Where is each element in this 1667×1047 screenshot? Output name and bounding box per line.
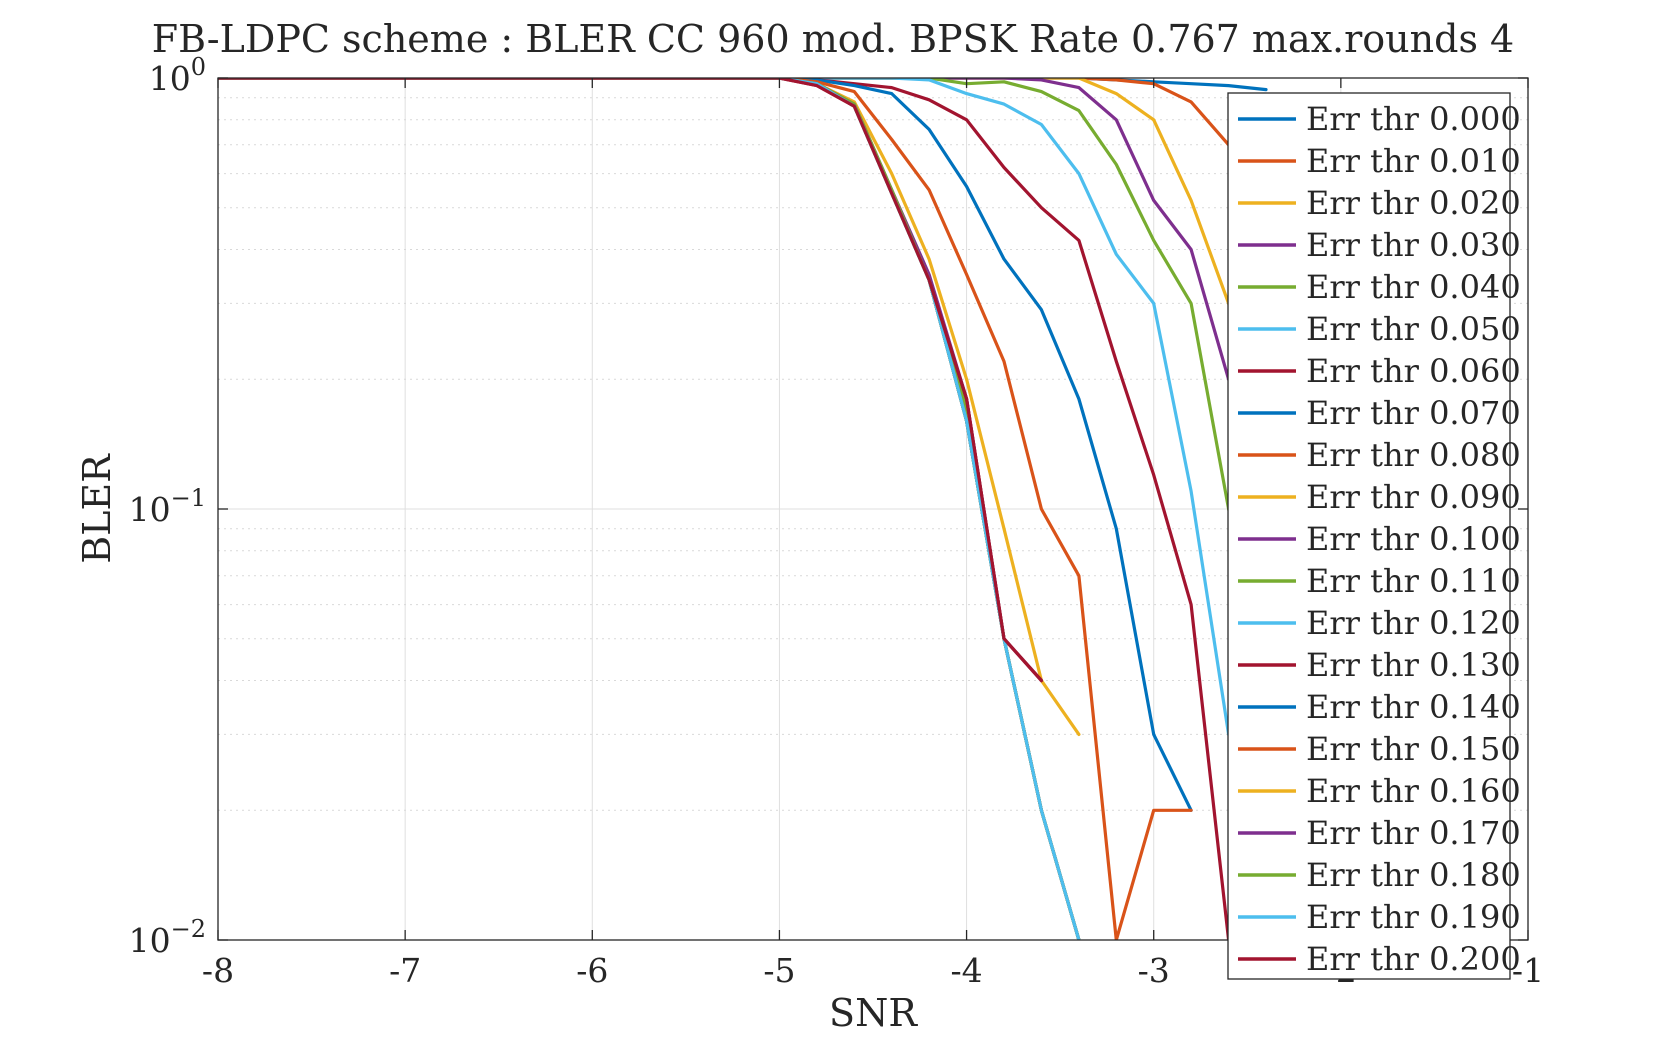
y-tick-label: 10−2 bbox=[129, 915, 206, 960]
series-line-9 bbox=[218, 78, 1081, 736]
legend-label-7: Err thr 0.070 bbox=[1306, 394, 1521, 432]
y-axis-ticks: 100 10−1 10−2 bbox=[129, 53, 1528, 960]
x-tick-label: -8 bbox=[202, 951, 234, 990]
x-tick-label: -7 bbox=[389, 951, 421, 990]
legend-label-10: Err thr 0.100 bbox=[1306, 520, 1521, 558]
x-tick-label: -5 bbox=[763, 951, 795, 990]
legend-label-0: Err thr 0.000 bbox=[1306, 100, 1521, 138]
x-axis-label: SNR bbox=[829, 991, 918, 1035]
x-tick-label: -1 bbox=[1512, 951, 1544, 990]
legend-label-9: Err thr 0.090 bbox=[1306, 478, 1521, 516]
legend-label-19: Err thr 0.190 bbox=[1306, 898, 1521, 936]
x-tick-label: -6 bbox=[576, 951, 608, 990]
legend-label-5: Err thr 0.050 bbox=[1306, 310, 1521, 348]
legend-label-14: Err thr 0.140 bbox=[1306, 688, 1521, 726]
legend-label-11: Err thr 0.110 bbox=[1306, 562, 1521, 600]
legend-label-12: Err thr 0.120 bbox=[1306, 604, 1521, 642]
x-tick-label: -4 bbox=[950, 951, 982, 990]
chart-title: FB-LDPC scheme : BLER CC 960 mod. BPSK R… bbox=[152, 17, 1514, 61]
series-line-2 bbox=[218, 78, 1268, 435]
legend: Err thr 0.000 Err thr 0.010 Err thr 0.020 E… bbox=[1227, 92, 1521, 980]
legend-label-3: Err thr 0.030 bbox=[1306, 226, 1521, 264]
legend-label-13: Err thr 0.130 bbox=[1306, 646, 1521, 684]
legend-label-15: Err thr 0.150 bbox=[1306, 730, 1521, 768]
y-tick-label: 10−1 bbox=[129, 484, 206, 529]
legend-label-17: Err thr 0.170 bbox=[1306, 814, 1521, 852]
legend-label-4: Err thr 0.040 bbox=[1306, 268, 1521, 306]
series-line-3 bbox=[218, 78, 1268, 477]
series-line-20 bbox=[218, 78, 1043, 683]
x-tick-label: -3 bbox=[1138, 951, 1170, 990]
series-line-7 bbox=[218, 78, 1193, 812]
legend-label-8: Err thr 0.080 bbox=[1306, 436, 1521, 474]
legend-label-2: Err thr 0.020 bbox=[1306, 184, 1521, 222]
legend-label-16: Err thr 0.160 bbox=[1306, 772, 1521, 810]
series-line-8 bbox=[218, 78, 1193, 940]
series-line-6 bbox=[218, 78, 1268, 940]
legend-label-18: Err thr 0.180 bbox=[1306, 856, 1521, 894]
legend-label-20: Err thr 0.200 bbox=[1306, 940, 1521, 978]
y-axis-label: BLER bbox=[75, 453, 119, 564]
legend-label-1: Err thr 0.010 bbox=[1306, 142, 1521, 180]
series-line-4 bbox=[218, 78, 1268, 641]
y-tick-label: 100 bbox=[149, 53, 206, 98]
legend-label-6: Err thr 0.060 bbox=[1306, 352, 1521, 390]
series-line-5 bbox=[218, 78, 1268, 812]
